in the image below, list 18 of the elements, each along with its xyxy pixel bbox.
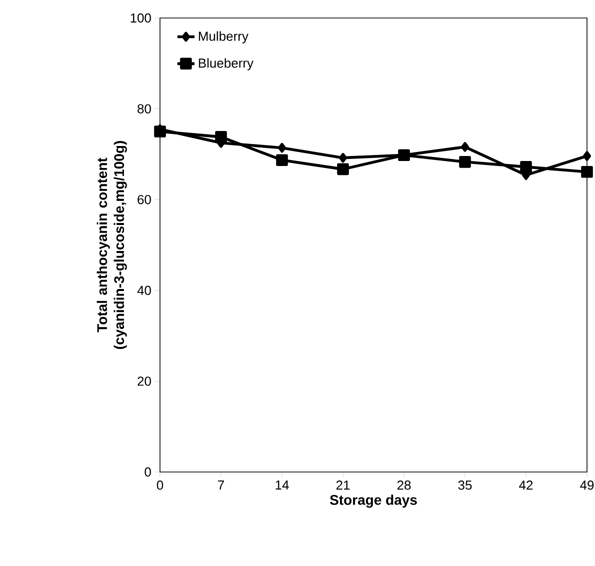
x-tick-label: 49: [580, 480, 594, 490]
x-tick-label: 21: [336, 480, 350, 490]
x-tick-label: 28: [397, 480, 411, 490]
y-tick-label: 0: [144, 467, 151, 477]
legend-label: Blueberry: [198, 58, 254, 70]
y-axis-title: Total anthocyanin content (cyanidin-3-glucoside,mg/100g): [96, 141, 127, 349]
x-tick-label: 0: [156, 480, 164, 490]
y-tick-label: 80: [138, 104, 151, 114]
y-tick-label: 20: [138, 376, 151, 386]
x-tick-label: 42: [519, 480, 533, 490]
x-tick-label: 35: [458, 480, 472, 490]
x-tick-label: 7: [218, 480, 224, 490]
x-tick-label: 14: [276, 480, 289, 490]
x-axis-title: Storage days: [330, 494, 417, 508]
y-tick-label: 100: [130, 13, 151, 23]
y-tick-label: 40: [137, 286, 151, 295]
legend-label: Mulberry: [198, 31, 248, 44]
y-tick-label: 60: [138, 194, 151, 204]
